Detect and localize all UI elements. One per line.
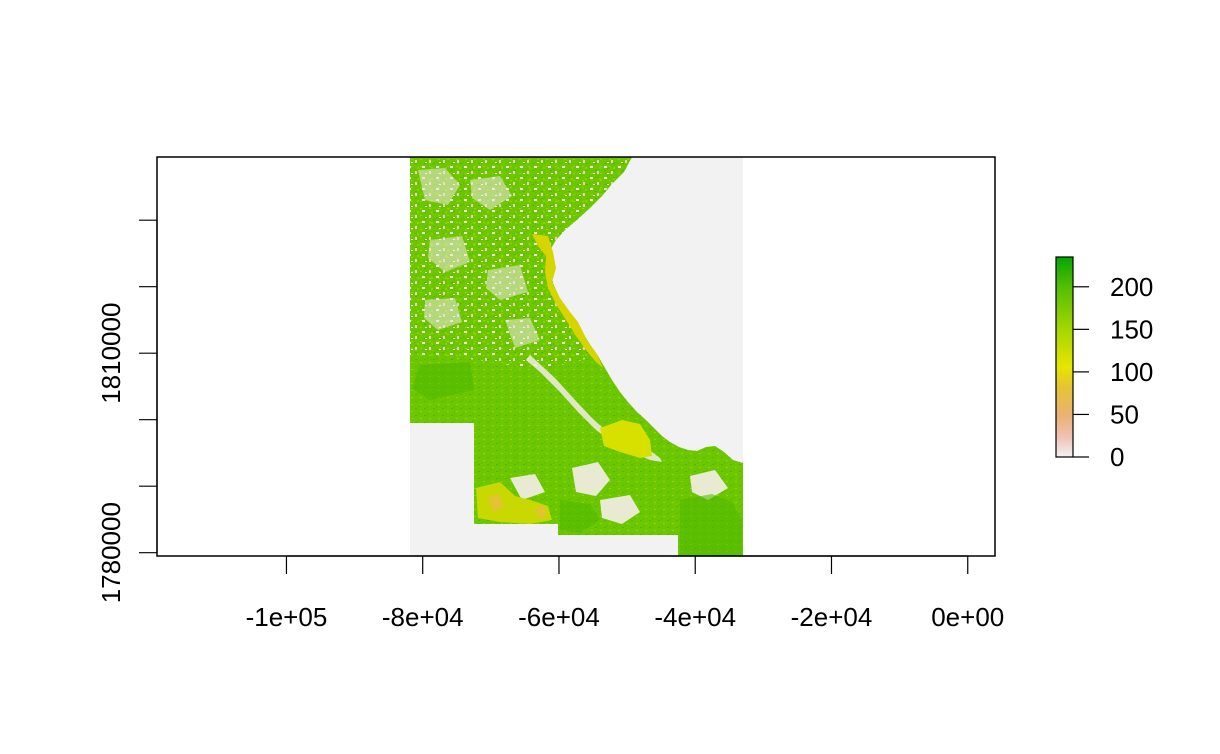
x-tick-label: -4e+04 [654, 602, 736, 632]
raster-north-clearings [418, 168, 540, 348]
x-tick-label: -8e+04 [382, 602, 464, 632]
y-axis: 1780000 1810000 [96, 219, 158, 603]
x-tick-label: -1e+05 [246, 602, 328, 632]
raster-shoreline-yellow [532, 234, 603, 368]
x-tick-label: 0e+00 [931, 602, 1004, 632]
legend-tick-label: 200 [1110, 272, 1153, 302]
y-tick-label: 1810000 [96, 303, 126, 404]
raster-orange-patch [488, 494, 546, 518]
raster-northern-speckle [410, 157, 632, 370]
legend-tick-label: 100 [1110, 357, 1153, 387]
land-cover-raster [410, 157, 743, 556]
legend-tick-label: 150 [1110, 314, 1153, 344]
raster-dark-green-patches [412, 362, 742, 556]
x-tick-label: -6e+04 [518, 602, 600, 632]
color-legend: 0 50 100 150 200 [1055, 256, 1153, 472]
legend-tick-label: 0 [1110, 442, 1124, 472]
x-tick-label: -2e+04 [791, 602, 873, 632]
raster-bay-yellow [600, 420, 652, 458]
x-axis: -1e+05 -8e+04 -6e+04 -4e+04 -2e+04 0e+00 [246, 555, 1004, 632]
legend-tick-label: 50 [1110, 399, 1139, 429]
legend-color-bar [1055, 256, 1074, 458]
raster-southwest-yellow [476, 482, 552, 524]
y-tick-label: 1780000 [96, 502, 126, 603]
raster-southern-clearings [510, 462, 728, 524]
